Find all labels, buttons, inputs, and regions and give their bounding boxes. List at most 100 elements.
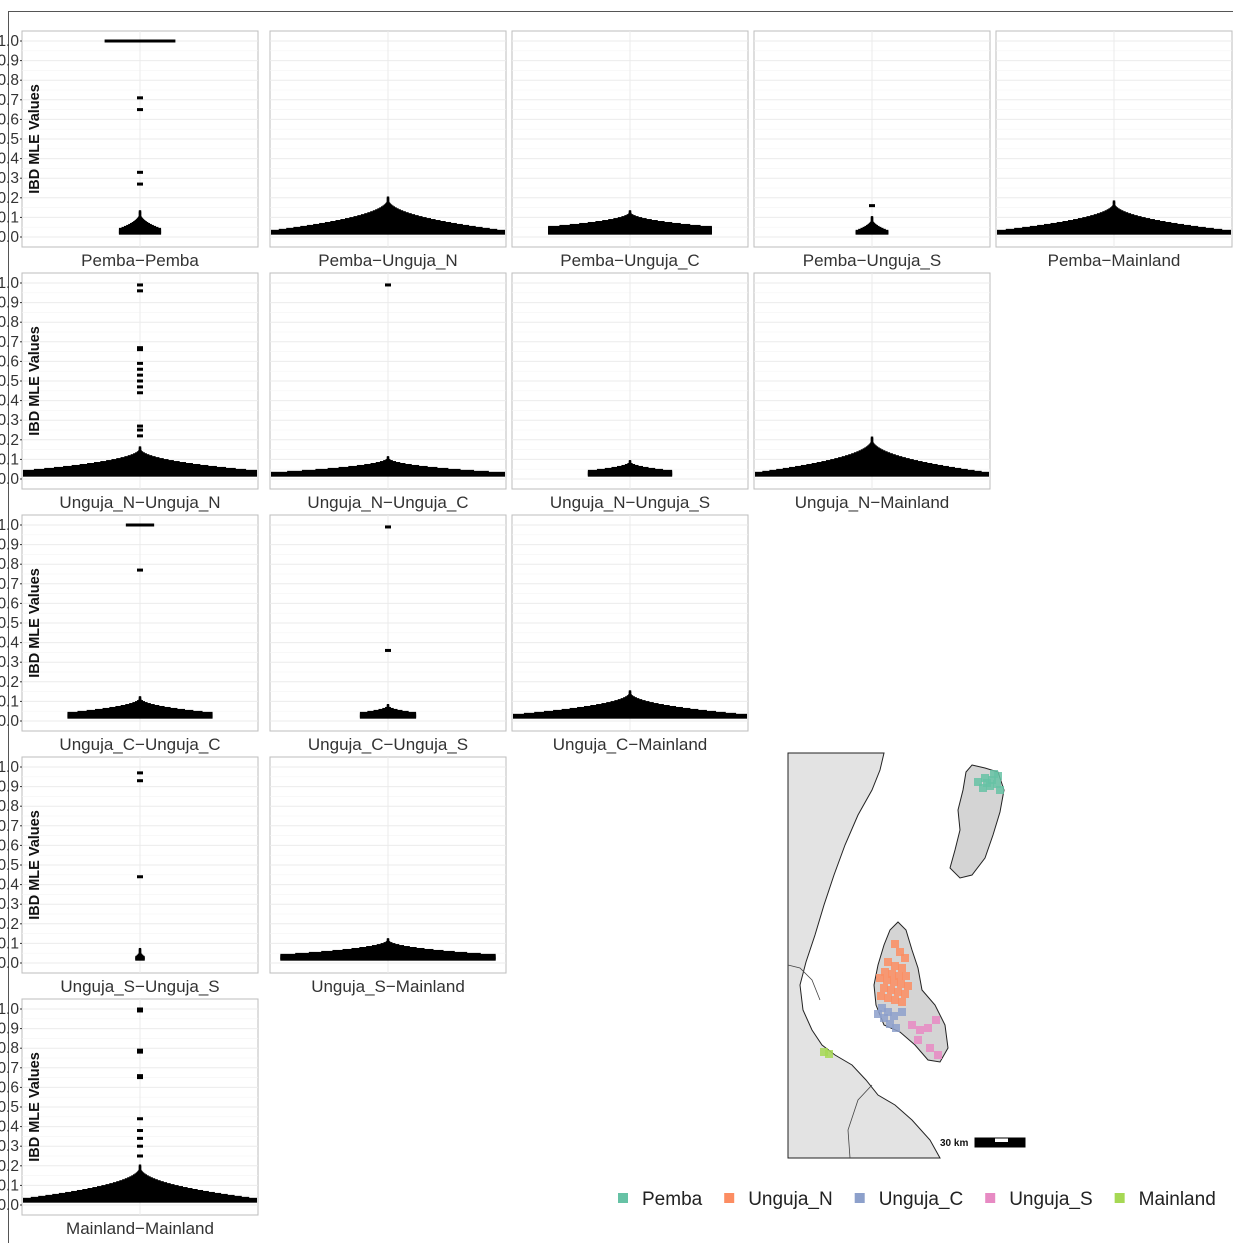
facet-panel: Unguja_N−Mainland <box>753 272 991 512</box>
y-tick-label: 0.1 <box>0 451 19 468</box>
facet-label: Unguja_S−Mainland <box>311 977 465 996</box>
y-tick-label: 0.8 <box>0 314 19 331</box>
data-point-row <box>138 947 142 951</box>
data-point-row <box>23 1199 257 1203</box>
sample-site-marker <box>896 948 904 956</box>
beeswarm-points <box>135 771 145 961</box>
sample-site-marker <box>880 1014 888 1022</box>
y-axis-title: IBD MLE Values <box>27 326 43 436</box>
y-tick-label: 0.6 <box>0 837 19 854</box>
y-tick-label: 0.8 <box>0 798 19 815</box>
sample-site-marker <box>820 1048 828 1056</box>
y-tick-label: 0.5 <box>0 131 19 148</box>
data-point-outlier <box>137 283 143 287</box>
facet-label: Unguja_N−Unguja_N <box>59 493 220 512</box>
beeswarm-points <box>104 39 176 235</box>
border-line <box>787 964 821 1001</box>
y-tick-label: 0.3 <box>0 412 19 429</box>
y-tick-label: 0.6 <box>0 1079 19 1096</box>
data-point-outlier <box>137 568 143 572</box>
data-point-row <box>513 715 747 719</box>
y-tick-label: 0.2 <box>0 1158 19 1175</box>
data-point-outlier <box>137 1117 143 1121</box>
legend-item: Unguja_C <box>854 1189 963 1210</box>
y-tick-label: 0.6 <box>0 353 19 370</box>
sample-site-marker <box>988 776 996 784</box>
legend-label: Pemba <box>642 1189 703 1210</box>
data-point-outlier <box>137 1129 143 1133</box>
data-point-row <box>135 957 145 961</box>
y-tick-label: 0.4 <box>0 635 19 652</box>
beeswarm-points <box>359 525 417 719</box>
data-point-outlier <box>385 648 391 652</box>
y-tick-label: 0.5 <box>0 857 19 874</box>
legend-item: Unguja_S <box>985 1189 1093 1210</box>
data-point-row <box>386 938 390 941</box>
data-point-outlier <box>137 1136 143 1140</box>
sample-site-marker <box>878 1004 886 1012</box>
data-point-row <box>23 473 257 477</box>
sample-site-marker <box>934 1051 942 1059</box>
y-tick-label: 0.7 <box>0 92 19 109</box>
facet-label: Unguja_C−Mainland <box>553 735 708 754</box>
facet-label: Unguja_S−Unguja_S <box>60 977 219 996</box>
sample-site-marker <box>983 779 991 787</box>
unguja-c-sites <box>874 1004 906 1032</box>
sample-site-marker <box>981 774 989 782</box>
data-point-outlier <box>137 1009 143 1013</box>
beeswarm-points <box>67 523 213 719</box>
data-point-outlier <box>137 170 143 174</box>
data-point-row <box>138 210 142 213</box>
legend-swatch <box>724 1193 735 1203</box>
data-point-row <box>548 231 712 235</box>
y-tick-label: 0.2 <box>0 674 19 691</box>
y-axis-title: IBD MLE Values <box>27 1052 43 1162</box>
data-point-row <box>104 39 176 43</box>
data-point-row <box>628 210 632 213</box>
y-tick-label: 0.7 <box>0 334 19 351</box>
y-tick-label: 0.0 <box>0 955 19 972</box>
facet-panel: Pemba−Unguja_C <box>511 30 749 270</box>
y-tick-label: 0.4 <box>0 1119 19 1136</box>
facet-label: Pemba−Unguja_N <box>318 251 457 270</box>
data-point-outlier <box>137 424 143 428</box>
sample-site-marker <box>886 1020 894 1028</box>
sample-site-marker <box>876 974 884 982</box>
data-point-row <box>386 456 390 459</box>
data-point-outlier <box>137 434 143 438</box>
y-tick-label: 0.5 <box>0 615 19 632</box>
legend-item: Mainland <box>1114 1189 1216 1210</box>
legend-swatch <box>618 1193 628 1203</box>
data-point-outlier <box>869 204 875 208</box>
data-point-row <box>118 231 162 235</box>
y-tick-label: 0.8 <box>0 72 19 89</box>
y-tick-label: 0.3 <box>0 170 19 187</box>
sample-site-marker <box>880 984 888 992</box>
sample-site-marker <box>895 972 903 980</box>
sample-site-marker <box>894 988 902 996</box>
sample-site-marker <box>891 996 899 1004</box>
sample-site-marker <box>887 986 895 994</box>
data-point-outlier <box>137 1154 143 1158</box>
data-point-outlier <box>137 373 143 377</box>
scale-bar-segment <box>1008 1138 1025 1147</box>
y-tick-label: 0.4 <box>0 877 19 894</box>
sample-site-marker <box>908 1021 916 1029</box>
facet-label: Unguja_N−Unguja_S <box>550 493 710 512</box>
y-axis-title: IBD MLE Values <box>27 84 43 194</box>
data-point-outlier <box>137 96 143 100</box>
data-point-row <box>138 446 142 449</box>
sample-site-marker <box>996 786 1004 794</box>
sample-site-marker <box>877 992 885 1000</box>
facet-panel: Unguja_S−Mainland <box>269 756 507 996</box>
scale-bar-segment <box>975 1138 995 1147</box>
data-point-outlier <box>137 1050 143 1054</box>
y-tick-label: 0.9 <box>0 537 19 554</box>
y-tick-label: 0.1 <box>0 935 19 952</box>
beeswarm-points <box>271 196 505 235</box>
data-point-row <box>271 231 505 235</box>
data-point-row <box>870 436 874 440</box>
map-frame <box>787 752 1028 1159</box>
sample-site-marker <box>825 1050 833 1058</box>
sample-site-marker <box>914 1036 922 1044</box>
